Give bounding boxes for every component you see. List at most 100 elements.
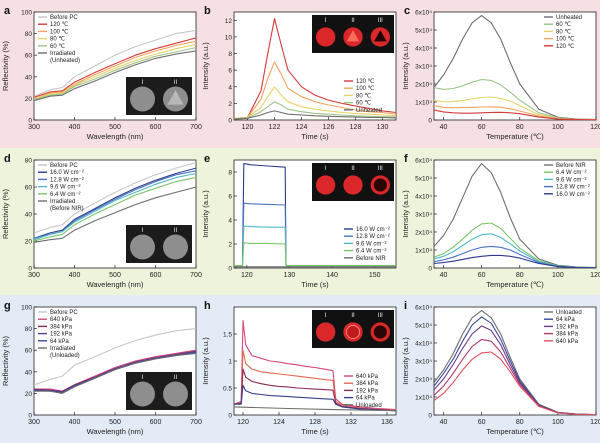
- legend-label: Before NIR: [356, 256, 386, 262]
- legend-label: 60 ℃: [50, 44, 65, 50]
- inset-label: I: [325, 313, 327, 319]
- y-tick-label: 1x10⁴: [415, 395, 432, 402]
- y-tick-label: 8: [228, 170, 232, 177]
- legend-label: Unloaded: [556, 310, 582, 316]
- inset-label: II: [174, 80, 178, 86]
- inset-label: II: [351, 313, 355, 319]
- legend-label: (Unheated): [50, 58, 80, 64]
- legend-label: 60 ℃: [556, 22, 571, 28]
- inset-disc: [130, 86, 155, 112]
- x-tick-label: 600: [150, 419, 162, 426]
- series-line: [434, 109, 596, 120]
- panel-label: b: [204, 5, 211, 17]
- inset-label: I: [325, 166, 327, 172]
- inset-label: III: [378, 313, 383, 319]
- legend-label: 9.6 W cm⁻²: [356, 241, 387, 247]
- legend-label: 100 ℃: [356, 86, 375, 92]
- y-tick-label: 3x10⁴: [415, 64, 432, 71]
- y-axis-label: Intensity (a.u.): [201, 190, 210, 238]
- x-tick-label: 136: [381, 419, 393, 426]
- y-tick-label: 1x10⁴: [415, 100, 432, 107]
- x-tick-label: 128: [309, 419, 321, 426]
- inset-triangle: [346, 30, 360, 42]
- x-tick-label: 700: [190, 419, 202, 426]
- inset-photos: I II III: [312, 163, 394, 201]
- y-tick-label: 1: [228, 359, 232, 366]
- x-tick-label: 60: [478, 419, 486, 426]
- legend-label: 640 kPa: [356, 374, 379, 380]
- legend-label: 6.4 W cm⁻²: [356, 249, 387, 255]
- legend-label: 100 ℃: [50, 29, 69, 35]
- series-line: [234, 384, 396, 412]
- x-tick-label: 100: [552, 272, 564, 279]
- panel-label: a: [4, 5, 11, 17]
- legend-label: 120 ℃: [356, 79, 375, 85]
- panel-d: d 300 400 500 600 700 0 20 40 60 80 Wavelength (nm)…: [1, 153, 202, 289]
- series-line: [234, 86, 396, 119]
- y-tick-label: 6x10⁴: [415, 305, 432, 312]
- legend-label: 16.0 W cm⁻²: [356, 227, 390, 233]
- y-tick-label: 5x10⁴: [415, 323, 432, 330]
- inset-ring: [373, 325, 387, 339]
- y-tick-label: 0: [228, 266, 232, 273]
- y-tick-label: 0: [428, 266, 432, 273]
- series-line: [34, 47, 196, 101]
- legend-label: Irradiated: [50, 199, 75, 205]
- inset-disc: [130, 234, 155, 260]
- series-group: [234, 319, 396, 412]
- y-axis-label: Intensity (a.u.): [401, 190, 410, 238]
- legend-label: Irradiated: [50, 51, 75, 57]
- x-tick-label: 400: [69, 419, 81, 426]
- series-line: [434, 351, 596, 415]
- series-line: [34, 186, 196, 243]
- y-axis-label: Intensity (a.u.): [201, 42, 210, 90]
- x-tick-label: 120: [590, 419, 600, 426]
- legend-label: Irradiated: [50, 346, 75, 352]
- series-line: [34, 352, 196, 394]
- x-tick-label: 124: [273, 419, 285, 426]
- x-tick-label: 122: [269, 124, 281, 131]
- series-line: [34, 162, 196, 234]
- legend-label: Unheated: [356, 108, 382, 114]
- legend-label: Before PC: [50, 15, 78, 21]
- legend-label: 640 kPa: [556, 339, 579, 345]
- legend-label: 6.4 W cm⁻²: [50, 192, 81, 198]
- legend-label: (Unloaded): [50, 353, 80, 359]
- inset-label: I: [142, 80, 144, 86]
- x-tick-label: 300: [28, 419, 40, 426]
- series-line: [34, 37, 196, 98]
- y-tick-label: 2x10⁴: [415, 230, 432, 237]
- series-line: [34, 43, 196, 99]
- inset-disc: [163, 381, 188, 407]
- y-tick-label: 4: [228, 84, 232, 91]
- legend-label: 384 kPa: [50, 324, 73, 330]
- legend-label: 9.6 W cm⁻²: [50, 185, 81, 191]
- y-tick-label: 10: [225, 34, 233, 41]
- inset-label: II: [174, 228, 178, 234]
- inset-disc: [316, 27, 336, 47]
- panel-b: b 120 122 124 126 128 130 0 2 4 6 8 10 12 Time (s) Inte…: [201, 5, 397, 141]
- inset-triangle: [374, 30, 387, 42]
- panel-label: g: [4, 300, 11, 312]
- series-line: [234, 101, 396, 120]
- series-line: [434, 254, 596, 268]
- inset-label: I: [325, 18, 327, 24]
- legend-label: (Before NIR): [50, 206, 84, 212]
- y-tick-label: 80: [25, 158, 33, 165]
- x-tick-label: 400: [69, 124, 81, 131]
- inset-ring: [373, 178, 387, 192]
- y-tick-label: 80: [25, 31, 33, 38]
- inset-ring: [346, 325, 360, 339]
- series-line: [234, 110, 396, 120]
- x-tick-label: 700: [190, 124, 202, 131]
- y-tick-label: 0: [28, 413, 32, 420]
- y-tick-label: 20: [25, 96, 33, 103]
- x-axis-label: Temperature (℃): [486, 280, 544, 289]
- y-tick-label: 6x10⁴: [415, 158, 432, 165]
- panel-label: d: [4, 153, 11, 165]
- inset-photos: I II: [126, 77, 192, 115]
- series-line: [434, 15, 596, 120]
- y-tick-label: 8: [228, 51, 232, 58]
